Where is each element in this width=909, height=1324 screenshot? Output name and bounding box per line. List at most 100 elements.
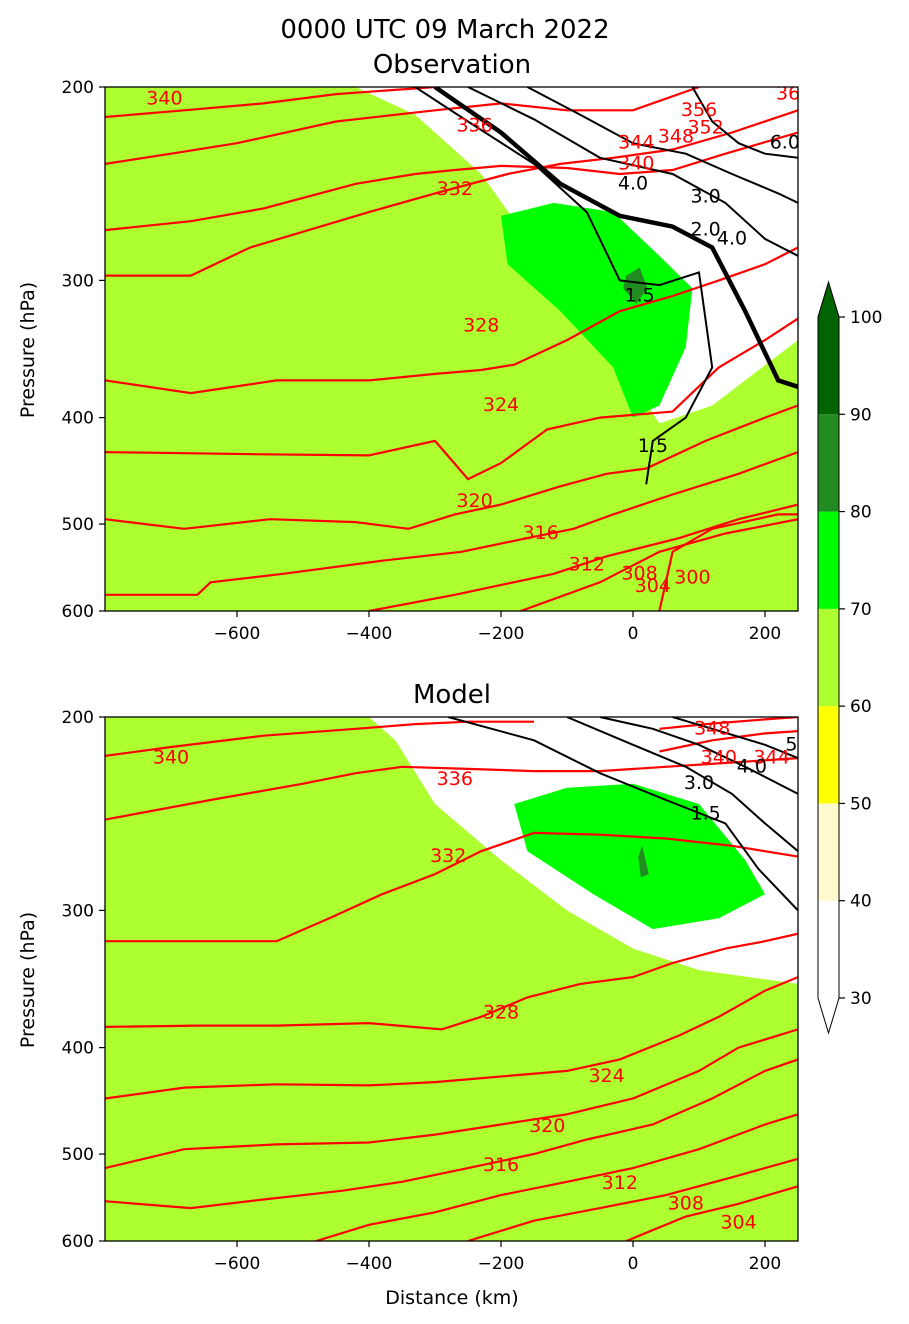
x-tick-label: −200 (478, 1254, 525, 1274)
contour-label: 312 (569, 554, 605, 576)
model-y-axis-label: Pressure (hPa) (17, 912, 39, 1048)
contour-label: 304 (720, 1212, 756, 1234)
colorbar-tick-label: 70 (850, 600, 872, 620)
theta-contour-304 (625, 1185, 798, 1241)
model-x-axis-label: Distance (km) (385, 1287, 518, 1309)
theta-contour-308 (467, 1157, 798, 1241)
rh-band-80-90 (623, 267, 648, 304)
contour-label: 316 (522, 522, 558, 544)
colorbar: 30 40 50 60 70 80 90 100 (817, 280, 882, 1035)
rh-band-70-80 (501, 202, 693, 418)
y-tick-label: 200 (62, 708, 94, 728)
colorbar-tick-label: 60 (850, 697, 872, 717)
theta-contour-332 (105, 131, 798, 232)
contour-label: 1.5 (638, 435, 668, 457)
contour-label: 336 (456, 114, 492, 136)
contour-label: 356 (681, 99, 717, 121)
contour-label: 2.0 (690, 219, 720, 241)
colorbar-segment (818, 608, 839, 707)
observation-y-axis-label: Pressure (hPa) (17, 282, 39, 418)
contour-label: 344 (618, 132, 654, 154)
colorbar-tick-label: 80 (850, 503, 872, 523)
contour-label: 5 (785, 733, 797, 755)
theta-contour-316 (105, 1058, 798, 1210)
y-tick-label: 300 (62, 901, 94, 921)
contour-label: 4.0 (737, 755, 767, 777)
theta-contour-320 (105, 1028, 798, 1170)
theta-contour-324 (105, 976, 798, 1100)
y-tick-label: 600 (62, 602, 94, 622)
theta-contour-348 (659, 717, 798, 730)
colorbar-extend-min (818, 998, 839, 1033)
figure-title: 0000 UTC 09 March 2022 (280, 15, 609, 45)
contour-label: 328 (463, 314, 499, 336)
theta-contour-312 (105, 451, 798, 596)
y-tick-label: 400 (62, 1039, 94, 1059)
theta-contour-300 (658, 513, 798, 611)
theta-contour-332 (105, 831, 798, 943)
theta-contour-328 (105, 109, 798, 277)
contour-label: 300 (674, 567, 710, 589)
contour-label: 332 (437, 178, 473, 200)
colorbar-segment (818, 803, 839, 901)
contour-label: 328 (483, 1001, 519, 1023)
theta-contour-340 (105, 87, 436, 119)
contour-label: 340 (146, 87, 182, 109)
contour-label: 344 (753, 747, 789, 769)
contour-label: 352 (687, 117, 723, 139)
pv-contour-2 (433, 87, 798, 389)
contour-label: 348 (694, 717, 730, 739)
contour-label: 312 (602, 1172, 638, 1194)
colorbar-segment (818, 511, 839, 609)
pv-contour-6 (691, 87, 798, 159)
contour-label: 36 (776, 83, 800, 105)
theta-contour-328 (105, 932, 798, 1031)
colorbar-tick-label: 30 (850, 989, 872, 1009)
x-tick-label: 0 (628, 1254, 639, 1274)
contour-label: 324 (483, 394, 519, 416)
colorbar-segment (818, 317, 839, 415)
contour-label: 340 (701, 747, 737, 769)
pv-contour-1.5 (447, 717, 798, 912)
rh-band-60-70 (105, 717, 798, 1241)
contour-label: 336 (437, 768, 473, 790)
contour-label: 320 (529, 1115, 565, 1137)
colorbar-segment (818, 414, 839, 512)
contour-label: 340 (618, 152, 654, 174)
contour-label: 340 (153, 747, 189, 769)
contour-label: 316 (483, 1154, 519, 1176)
contour-label: 3.0 (684, 772, 714, 794)
contour-label: 348 (658, 125, 694, 147)
x-tick-label: −600 (214, 1254, 261, 1274)
y-tick-label: 200 (62, 78, 94, 98)
x-tick-label: 0 (628, 624, 639, 644)
contour-label: 308 (621, 562, 657, 584)
theta-contour-336 (105, 87, 700, 165)
x-tick-label: −400 (346, 1254, 393, 1274)
contour-label: 324 (588, 1065, 624, 1087)
contour-label: 320 (456, 490, 492, 512)
colorbar-segment (818, 900, 839, 998)
pv-contour-3 (467, 87, 798, 257)
pv-contour-1.5 (414, 87, 714, 485)
colorbar-segment (818, 706, 839, 804)
colorbar-tick-label: 50 (850, 794, 872, 814)
theta-contour-320 (105, 317, 798, 481)
x-tick-label: −200 (478, 624, 525, 644)
x-tick-label: −400 (346, 624, 393, 644)
contour-label: 308 (668, 1192, 704, 1214)
y-tick-label: 500 (62, 1145, 94, 1165)
theta-contour-316 (105, 404, 798, 530)
axes-frame (104, 716, 799, 1242)
contour-label: 4.0 (717, 227, 747, 249)
axes-frame (104, 86, 799, 612)
pv-contour-4 (599, 717, 798, 795)
observation-panel: Observation Pressure (hPa) 340 336 332 328 3… (17, 50, 800, 644)
contour-label: 3.0 (690, 186, 720, 208)
model-panel: Model Pressure (hPa) Distance (km) 340 33… (17, 680, 799, 1309)
contour-label: 1.5 (690, 802, 720, 824)
theta-contour-336 (105, 757, 798, 821)
contour-label: 304 (635, 575, 671, 597)
